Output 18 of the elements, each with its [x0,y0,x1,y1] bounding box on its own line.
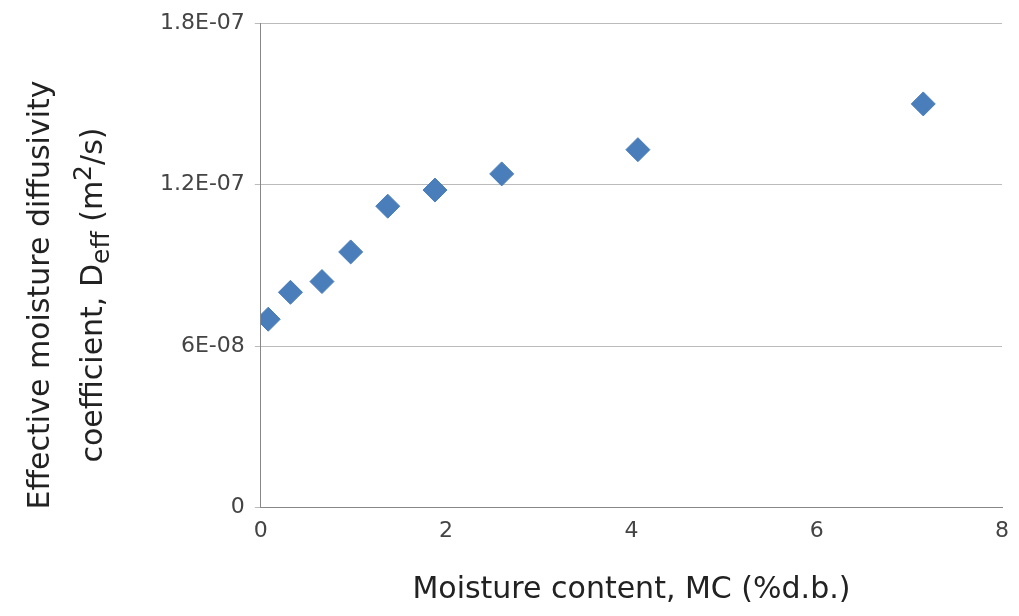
y-tick-label: 6E-08 [180,331,245,357]
x-tick-label: 6 [809,516,824,542]
x-tick-label: 0 [253,516,268,542]
y-tick-label: 1.8E-07 [159,8,245,34]
x-tick-label: 8 [995,516,1009,542]
point [375,193,401,219]
point [910,91,936,117]
point [277,279,303,305]
point [338,239,364,265]
x-tick-label: 4 [624,516,639,542]
point [625,137,651,163]
point [422,177,448,203]
point [489,161,515,187]
y-tick-label: 1.2E-07 [159,170,245,196]
x-tick-label: 2 [439,516,454,542]
y-tick-label: 0 [230,493,245,519]
point [309,269,335,295]
x-axis-title: Moisture content, MC (%d.b.) [412,569,851,605]
